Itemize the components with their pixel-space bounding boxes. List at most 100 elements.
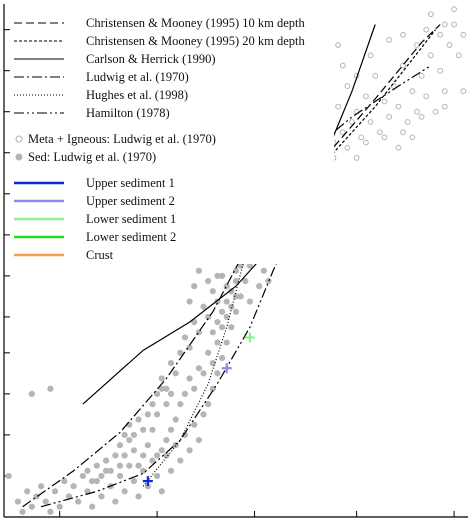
sed-point: [144, 483, 151, 490]
legend-label-christensen-20: Christensen & Mooney (1995) 20 km depth: [86, 34, 305, 48]
sed-point: [186, 447, 193, 454]
sed-point: [172, 442, 179, 449]
sed-point: [265, 277, 272, 285]
sed-point: [158, 447, 165, 454]
meta-igneous-point: [437, 31, 444, 38]
sed-point: [186, 375, 193, 382]
sed-point: [140, 467, 147, 474]
legend-label-crust: Crust: [86, 248, 114, 262]
sed-point: [228, 303, 235, 310]
sed-point: [102, 457, 110, 464]
sed-point: [218, 324, 226, 331]
sed-point: [191, 318, 198, 326]
legend-swatch-hamilton: [14, 112, 64, 114]
sed-point: [42, 498, 49, 505]
meta-igneous-point: [460, 31, 467, 38]
sed-point: [167, 390, 175, 397]
sed-point: [218, 308, 226, 315]
meta-igneous-point: [441, 21, 448, 28]
sed-point: [167, 426, 175, 433]
meta-igneous-point: [395, 144, 402, 151]
sed-point: [121, 488, 128, 495]
legend-item-crust: Crust: [14, 246, 334, 264]
meta-igneous-point: [344, 144, 351, 151]
sed-point: [116, 442, 124, 449]
legend-label-upper-sediment-2: Upper sediment 2: [86, 194, 175, 208]
meta-igneous-point: [339, 62, 346, 69]
meta-igneous-point: [358, 134, 365, 141]
legend-swatch-lower-sediment-2: [14, 235, 64, 239]
legend-swatch-hughes: [14, 94, 64, 96]
sed-point: [98, 472, 105, 480]
meta-igneous-point: [441, 103, 448, 110]
sed-point: [144, 442, 151, 449]
sed-point: [107, 467, 114, 474]
sed-point: [237, 293, 244, 300]
sed-point: [218, 272, 226, 279]
legend-item-hughes: Hughes et al. (1998): [14, 86, 334, 104]
meta-igneous-point: [437, 67, 444, 74]
meta-igneous-point: [386, 37, 393, 43]
legend-label-lower-sediment-2: Lower sediment 2: [86, 230, 177, 244]
sed-point: [209, 360, 216, 367]
sed-point: [61, 477, 68, 485]
sed-point: [135, 462, 142, 469]
sed-point: [140, 426, 147, 433]
meta-igneous-point: [451, 21, 457, 28]
sed-point: [167, 467, 175, 474]
meta-igneous-point: [423, 26, 430, 33]
sed-point: [205, 349, 212, 356]
meta-igneous-point: [395, 103, 402, 110]
chart-axes: [3, 4, 468, 518]
sed-point: [191, 283, 198, 290]
sed-point: [167, 360, 175, 367]
sed-point: [51, 488, 59, 495]
meta-igneous-point: [404, 119, 411, 125]
sed-point: [163, 385, 170, 392]
legend-item-upper-sediment-2: Upper sediment 2: [14, 192, 334, 210]
legend-item-christensen-10: Christensen & Mooney (1995) 10 km depth: [14, 14, 334, 32]
legend-item-lower-sediment-2: Lower sediment 2: [14, 228, 334, 246]
meta-igneous-point: [367, 119, 374, 125]
sed-point: [177, 401, 184, 408]
meta-igneous-point: [409, 88, 416, 95]
meta-igneous-point: [427, 11, 434, 18]
sed-point: [130, 431, 138, 439]
sed-point: [228, 324, 235, 331]
legend-label-meta-igneous: Meta + Igneous: Ludwig et al. (1970): [28, 132, 216, 146]
legend-marker-sed: [15, 153, 23, 161]
sed-point: [149, 426, 156, 433]
meta-igneous-point: [451, 6, 457, 13]
sed-point: [205, 277, 212, 285]
sed-point: [14, 498, 22, 505]
sed-point: [5, 472, 12, 480]
curve-hamilton: [40, 65, 432, 508]
meta-igneous-point: [409, 134, 416, 141]
sed-point: [158, 488, 165, 495]
sed-point: [140, 452, 147, 459]
sed-point: [89, 477, 96, 485]
legend-item-christensen-20: Christensen & Mooney (1995) 20 km depth: [14, 32, 334, 50]
sed-point: [200, 370, 207, 377]
sed-point: [79, 472, 86, 480]
meta-igneous-point: [423, 93, 430, 100]
legend-label-sed: Sed: Ludwig et al. (1970): [28, 150, 157, 164]
sed-point: [154, 472, 161, 480]
meta-igneous-point: [432, 108, 439, 115]
legend-item-lower-sediment-1: Lower sediment 1: [14, 210, 334, 228]
sed-point: [172, 416, 179, 423]
sed-point: [112, 498, 119, 505]
sed-point: [242, 277, 249, 285]
sed-point: [246, 262, 254, 269]
sed-point: [214, 272, 221, 279]
sed-point: [158, 375, 165, 382]
meta-igneous-point: [427, 52, 434, 59]
sed-point: [70, 483, 77, 490]
sed-point: [56, 503, 63, 510]
sed-point: [232, 277, 240, 285]
sed-point: [84, 488, 91, 495]
sed-point: [33, 493, 40, 500]
sed-point: [214, 339, 221, 346]
legend-item-sed: Sed: Ludwig et al. (1970): [14, 148, 334, 166]
meta-igneous-point: [344, 83, 351, 89]
